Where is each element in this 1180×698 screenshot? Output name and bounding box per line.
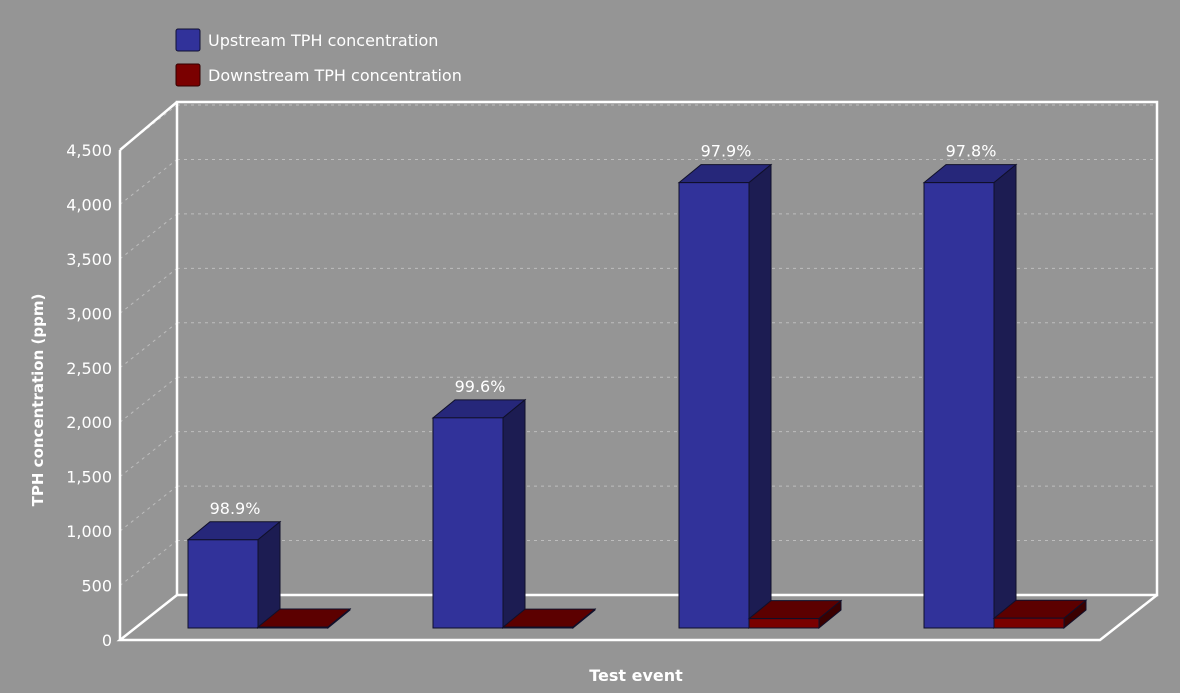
data-label: 99.6% [455,377,506,396]
legend: Upstream TPH concentration Downstream TP… [175,28,462,87]
legend-label-upstream: Upstream TPH concentration [208,31,438,50]
back-wall-frame [175,100,1159,597]
grid-line-side [119,376,178,423]
data-label: 97.8% [946,142,997,161]
grid-line-side [119,159,178,205]
downstream-bar-front [993,617,1065,629]
grid-line-side [119,485,178,532]
y-tick-label: 0 [102,631,112,650]
y-tick-label: 3,000 [66,304,112,323]
downstream-bar-front [257,626,329,629]
upstream-bar-side [502,398,526,630]
legend-swatch-upstream [175,28,201,52]
upstream-bar-side [993,163,1017,630]
grid-line-side [119,431,178,478]
y-tick-label: 2,000 [66,413,112,432]
bar-layer [186,163,1088,630]
y-tick-label: 3,500 [66,250,112,269]
y-tick-label: 4,500 [66,141,112,160]
downstream-bar [992,599,1088,630]
data-label-layer: 98.9% 99.6% 97.9% 97.8% [210,142,997,518]
upstream-bar-side [748,163,772,630]
y-tick-label: 4,000 [66,195,112,214]
downstream-bar [747,599,843,630]
grid-line-side [119,540,178,586]
upstream-bar [186,520,282,630]
upstream-bar [922,163,1018,630]
data-label: 97.9% [701,142,752,161]
upstream-bar-front [432,417,504,629]
y-tick-label: 1,500 [66,468,112,487]
y-tick-label: 500 [81,577,112,596]
legend-swatch-downstream [175,63,201,87]
grid-line-side [119,322,178,369]
y-axis-title: TPH concentration (ppm) [29,294,47,507]
grid-line-side [119,267,178,314]
y-tick-labels: 0 500 1,000 1,500 2,000 2,500 3,000 3,500 4,000 4… [66,141,112,650]
downstream-bar [501,608,597,630]
y-tick-label: 1,000 [66,522,112,541]
y-tick-label: 2,500 [66,359,112,378]
downstream-bar [256,607,352,630]
x-axis-title: Test event [589,666,683,685]
upstream-bar-front [923,182,995,629]
frame-layer [116,100,1159,642]
downstream-bar-front [502,626,574,629]
legend-label-downstream: Downstream TPH concentration [208,66,462,85]
legend-item-downstream: Downstream TPH concentration [175,63,462,87]
downstream-bar-front [748,618,820,629]
upstream-bar [431,398,527,630]
legend-item-upstream: Upstream TPH concentration [175,28,438,52]
data-label: 98.9% [210,499,261,518]
upstream-bar-front [678,182,750,629]
upstream-bar [677,163,773,630]
left-wall-top-edge [119,101,178,151]
grid-line-side [119,213,178,260]
floor-frame [116,594,1158,642]
upstream-bar-front [187,539,259,629]
